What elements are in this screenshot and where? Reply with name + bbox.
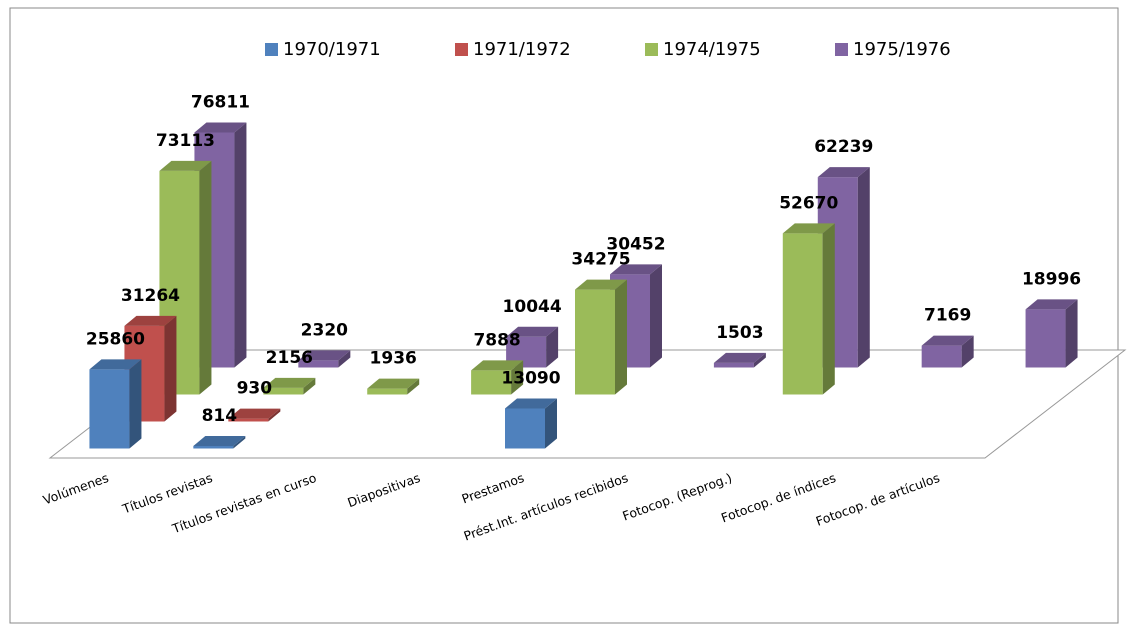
- bar-top: [610, 264, 662, 275]
- bar-top: [367, 378, 420, 389]
- bar: [575, 279, 627, 395]
- data-label: 930: [237, 379, 273, 399]
- bar-top: [194, 122, 247, 133]
- data-label: 18996: [1022, 269, 1081, 289]
- legend-swatch: [645, 43, 658, 56]
- data-label: 52670: [779, 193, 838, 213]
- bar-top: [713, 352, 766, 363]
- bar-front: [506, 336, 547, 368]
- bar-top: [921, 335, 974, 346]
- bar-top: [124, 315, 177, 326]
- bar-top: [506, 326, 559, 337]
- bar-side: [753, 352, 766, 368]
- bar-side: [961, 335, 974, 368]
- bar-top: [505, 398, 557, 409]
- bar: [471, 360, 524, 395]
- bar-front: [505, 408, 545, 449]
- data-label: 73113: [156, 131, 215, 151]
- data-label: 10044: [503, 297, 562, 317]
- bar: [367, 378, 420, 395]
- bar-front: [471, 370, 512, 395]
- bar-front: [575, 289, 615, 395]
- bar-side: [407, 378, 420, 395]
- bar-side: [199, 160, 212, 395]
- bar-top: [228, 408, 281, 419]
- bar-side: [511, 360, 524, 395]
- bar-top: [193, 436, 246, 447]
- bar-top: [471, 360, 524, 371]
- bar-front: [782, 233, 823, 395]
- bar-side: [615, 279, 627, 395]
- bar-top: [575, 279, 627, 290]
- bar-side: [268, 408, 281, 422]
- legend-label: 1971/1972: [473, 39, 571, 60]
- bar: [782, 223, 835, 395]
- data-label: 2156: [266, 348, 313, 368]
- bar-side: [822, 223, 835, 395]
- bar-front: [228, 418, 269, 422]
- legend-swatch: [455, 43, 468, 56]
- data-label: 7888: [473, 330, 520, 350]
- data-label: 25860: [86, 329, 145, 349]
- bar-top: [782, 223, 835, 234]
- bar-top: [1025, 299, 1078, 310]
- data-label: 2320: [301, 320, 348, 340]
- bar-side: [546, 326, 559, 368]
- bar-side: [164, 315, 177, 422]
- bar-front: [921, 345, 962, 368]
- data-label: 1503: [716, 323, 763, 343]
- bar-top: [817, 167, 870, 178]
- bar: [228, 408, 281, 422]
- bar: [505, 398, 557, 449]
- bar-top: [89, 359, 142, 370]
- legend-swatch: [265, 43, 278, 56]
- bar: [263, 377, 316, 395]
- legend-swatch: [835, 43, 848, 56]
- bar-front: [367, 388, 408, 395]
- data-label: 30452: [606, 234, 665, 254]
- bar-front: [263, 387, 304, 395]
- bar: [713, 352, 766, 368]
- bar-side: [857, 167, 870, 368]
- bar-front: [193, 446, 234, 449]
- bar-side: [303, 377, 316, 395]
- bar: [1025, 299, 1078, 368]
- data-label: 814: [202, 406, 238, 426]
- data-label: 76811: [191, 93, 250, 113]
- bar-front: [298, 360, 339, 368]
- bar-front: [89, 369, 130, 449]
- data-label: 13090: [501, 368, 560, 388]
- bar-side: [234, 122, 247, 368]
- bar-side: [233, 436, 246, 449]
- legend-label: 1974/1975: [663, 39, 761, 60]
- bar-side: [650, 264, 662, 368]
- bar-side: [129, 359, 142, 449]
- data-label: 7169: [924, 306, 971, 326]
- data-label: 34275: [571, 250, 630, 270]
- bar-front: [1025, 309, 1066, 368]
- bar-side: [545, 398, 557, 449]
- bar-front: [713, 362, 754, 368]
- bar: [921, 335, 974, 368]
- bar-top: [263, 377, 316, 388]
- bar: [193, 436, 246, 449]
- bar: [506, 326, 559, 368]
- bar-side: [338, 350, 351, 368]
- legend-label: 1970/1971: [283, 39, 381, 60]
- data-label: 1936: [370, 349, 417, 369]
- bar-top: [298, 350, 351, 361]
- data-label: 31264: [121, 286, 180, 306]
- bar: [89, 359, 142, 449]
- bar-top: [159, 160, 212, 171]
- legend-label: 1975/1976: [853, 39, 951, 60]
- bar-side: [1065, 299, 1078, 368]
- data-label: 62239: [814, 137, 873, 157]
- bar: [298, 350, 351, 368]
